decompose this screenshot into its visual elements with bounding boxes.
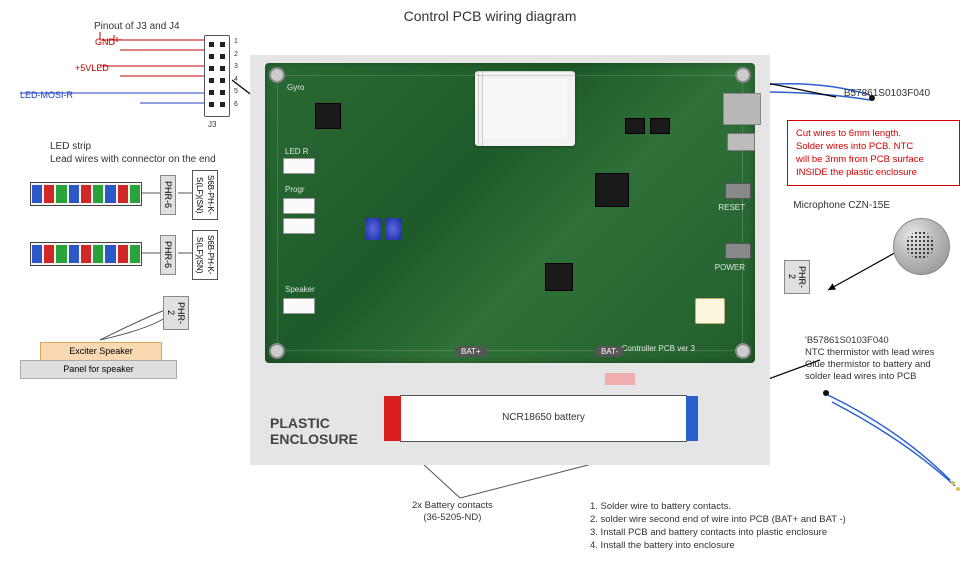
s6b-2: S6B-PH-K-S(LF)(SN) [192,230,218,280]
phr6-2: PHR-6 [160,235,176,275]
silk-ledr: LED R [285,147,309,156]
power-button [725,243,751,259]
led-strip-2 [30,242,142,266]
silk-version: Controller PCB ver 3 [622,344,695,353]
jst-j3 [283,198,315,214]
battery-contact-neg [686,396,698,441]
phr6-1: PHR-6 [160,175,176,215]
silk-prog: Progr [285,185,305,194]
thermistor-note: 'B57861S0103F040 NTC thermistor with lea… [805,335,970,383]
microphone-image [893,218,950,275]
silk-speaker: Speaker [285,285,315,294]
chip-small-1 [625,118,645,134]
signal-gnd: GND [95,37,115,47]
exciter-speaker: Exciter Speaker [40,342,162,361]
led-strip-label: LED stripLead wires with connector on th… [50,140,216,166]
chip-small-2 [650,118,670,134]
pcb-board: Gyro LED R Progr RESET POWER Speaker Con… [265,63,755,363]
ntc-instructions: Cut wires to 6mm length. Solder wires in… [787,120,960,186]
enclosure-label: PLASTICENCLOSURE [270,415,358,447]
signal-mosi: LED-MOSI-R [20,90,73,100]
bat-minus-label: BAT- [595,346,624,357]
silk-reset: RESET [718,203,745,212]
pinout-header: Pinout of J3 and J4 [94,21,180,32]
jst-speaker [283,298,315,314]
reset-button [725,183,751,199]
led-strip-1 [30,182,142,206]
speaker-panel: Panel for speaker [20,360,177,379]
rf-module [475,71,575,146]
signal-5v: +5VLED [75,63,109,73]
jst-j4 [283,218,315,234]
battery: NCR18650 battery [400,395,687,442]
diagram-title: Control PCB wiring diagram [404,8,577,24]
silk-gyro: Gyro [287,83,304,92]
phr2-speaker: PHR-2 [163,296,189,330]
jst-ledr [283,158,315,174]
connector-j3 [204,35,230,117]
battery-contacts-label: 2x Battery contacts(36-5205-ND) [412,500,493,524]
usb-port [727,133,755,151]
pinout-ref: J3 [208,120,216,129]
chip-gyro [315,103,341,129]
chip-mcu [595,173,629,207]
jst-mic [695,298,725,324]
battery-contact-pos [384,396,401,441]
capacitor-2 [385,218,401,240]
pin-numbers: 123 456 [234,36,238,111]
chip-audio [545,263,573,291]
bat-plus-label: BAT+ [455,346,487,357]
battery-label: NCR18650 battery [401,412,686,423]
rf-shield [723,93,761,125]
ntc-pad [605,373,635,385]
s6b-1: S6B-PH-K-S(LF)(SN) [192,170,218,220]
plastic-enclosure: Gyro LED R Progr RESET POWER Speaker Con… [250,55,770,465]
thermistor-top-part: B57861S0103F040 [844,88,930,99]
assembly-notes: 1. Solder wire to battery contacts. 2. s… [590,500,846,552]
mic-label: Microphone CZN-15E [793,200,890,211]
phr2-mic: PHR-2 [784,260,810,294]
pinout-diagram: GND +5VLED LED-MOSI-R [20,35,230,120]
silk-power: POWER [715,263,745,272]
capacitor-1 [365,218,381,240]
